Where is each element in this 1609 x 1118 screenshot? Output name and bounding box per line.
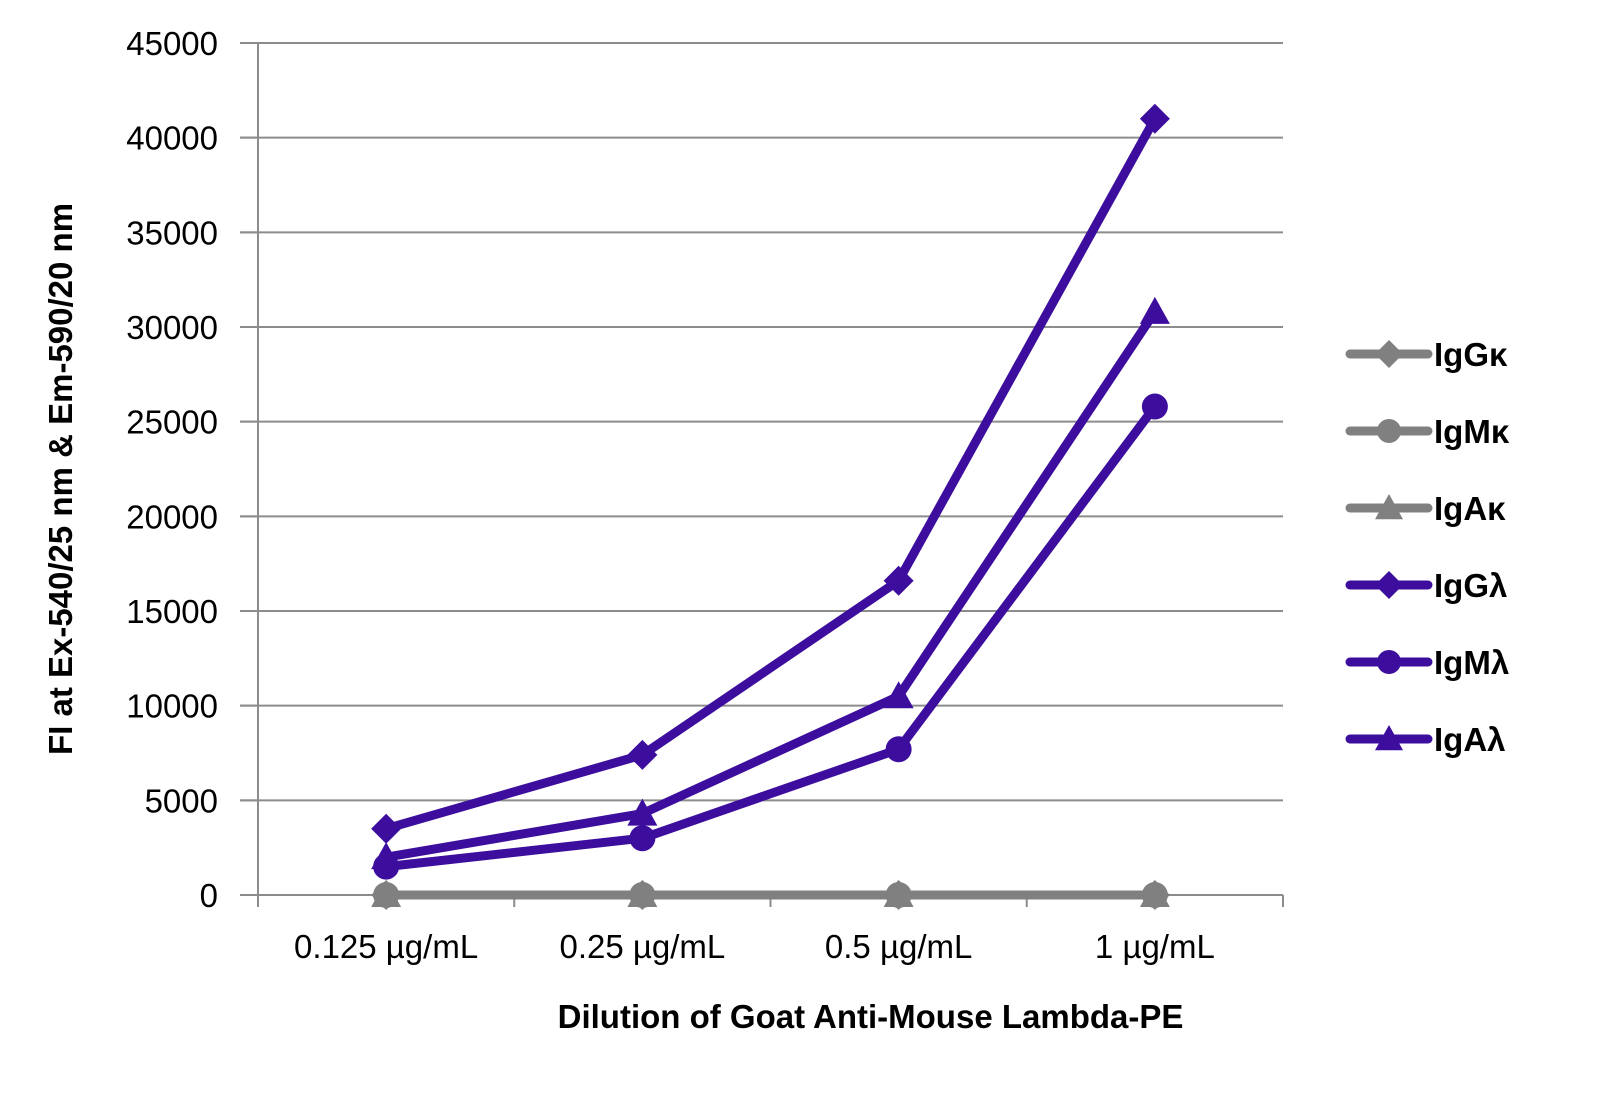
- x-tick-label: 0.125 µg/mL: [294, 928, 478, 965]
- y-tick-label: 40000: [126, 120, 218, 157]
- data-point: [371, 842, 402, 870]
- series-lines: [371, 103, 1170, 910]
- data-point: [1141, 393, 1168, 420]
- legend-label: IgMλ: [1434, 644, 1509, 681]
- data-point: [1139, 296, 1170, 324]
- x-axis-title: Dilution of Goat Anti-Mouse Lambda-PE: [558, 998, 1184, 1035]
- legend: IgGκ IgMκ IgAκ IgGλ IgMλ IgAλ: [1345, 336, 1510, 758]
- legend-swatch-marker: [1375, 340, 1403, 368]
- legend-swatch-marker: [1375, 571, 1403, 599]
- data-point: [629, 825, 656, 852]
- x-tick-label: 0.25 µg/mL: [559, 928, 725, 965]
- y-tick-label: 20000: [126, 498, 218, 535]
- series-6: [371, 296, 1170, 870]
- legend-item: IgAκ: [1345, 490, 1506, 527]
- legend-item: IgGκ: [1345, 336, 1508, 373]
- legend-swatch-marker: [1375, 725, 1403, 751]
- legend-swatch-marker: [1377, 419, 1401, 443]
- y-tick-label: 25000: [126, 404, 218, 441]
- tick-labels: 0 5000 10000 15000 20000 25000 30000 35000 40000…: [126, 25, 1215, 965]
- legend-label: IgGλ: [1434, 567, 1507, 604]
- series-line: [381, 114, 1160, 834]
- legend-swatch-marker: [1375, 494, 1403, 520]
- data-point: [371, 880, 402, 907]
- series-4: [371, 103, 1170, 844]
- legend-label: IgAλ: [1434, 721, 1506, 758]
- data-point: [627, 880, 658, 907]
- series-3: [371, 880, 1170, 907]
- y-tick-label: 45000: [126, 25, 218, 62]
- data-point: [627, 798, 658, 826]
- legend-label: IgMκ: [1434, 413, 1510, 450]
- gridlines: [240, 42, 1283, 802]
- data-point: [627, 739, 658, 770]
- x-tick-label: 0.5 µg/mL: [825, 928, 972, 965]
- series-line: [381, 402, 1160, 872]
- legend-item: IgGλ: [1345, 567, 1507, 604]
- y-axis-title: FI at Ex-540/25 nm & Em-590/20 nm: [42, 203, 79, 755]
- y-tick-label: 5000: [145, 782, 218, 819]
- legend-item: IgMκ: [1345, 413, 1510, 450]
- y-tick-label: 15000: [126, 593, 218, 630]
- y-tick-label: 30000: [126, 309, 218, 346]
- y-tick-label: 0: [200, 877, 218, 914]
- legend-label: IgGκ: [1434, 336, 1508, 373]
- y-tick-label: 10000: [126, 688, 218, 725]
- legend-item: IgAλ: [1345, 721, 1506, 758]
- x-tick-label: 1 µg/mL: [1095, 928, 1215, 965]
- data-point: [371, 813, 402, 844]
- legend-item: IgMλ: [1345, 644, 1509, 681]
- data-point: [883, 681, 914, 709]
- data-point: [1139, 880, 1170, 907]
- legend-swatch-marker: [1377, 650, 1401, 674]
- legend-label: IgAκ: [1434, 490, 1506, 527]
- data-point: [883, 880, 914, 907]
- data-point: [883, 565, 914, 596]
- series-line: [381, 307, 1160, 862]
- data-point: [885, 736, 912, 763]
- data-point: [1139, 103, 1170, 134]
- y-tick-label: 35000: [126, 214, 218, 251]
